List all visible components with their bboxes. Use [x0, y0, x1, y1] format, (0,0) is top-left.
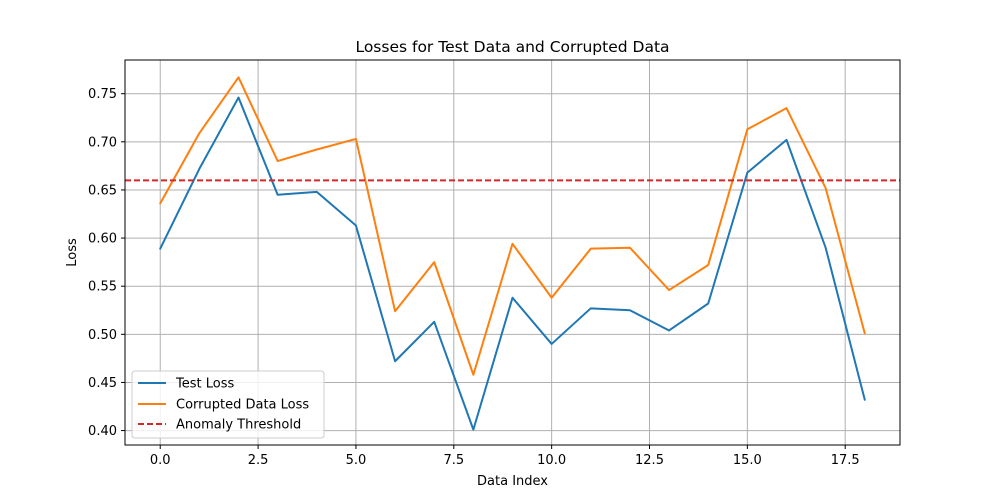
series-line-test-loss [159, 96, 866, 431]
series-line-corrupted-data-loss [159, 76, 866, 376]
y-tick-label: 0.40 [88, 424, 117, 439]
chart-title: Losses for Test Data and Corrupted Data [355, 38, 669, 56]
legend-label-corrupted-data-loss: Corrupted Data Loss [176, 398, 309, 413]
x-tick-label: 15.0 [733, 453, 762, 468]
legend-label-anomaly-threshold: Anomaly Threshold [176, 418, 301, 433]
y-tick-label: 0.65 [88, 183, 117, 198]
series-lines [125, 76, 900, 431]
y-tick-label: 0.55 [88, 280, 117, 295]
y-tick-label: 0.75 [88, 87, 117, 102]
y-tick-label: 0.60 [88, 232, 117, 247]
legend-label-test-loss: Test Loss [175, 377, 234, 392]
legend-box [131, 370, 325, 439]
y-tick-label: 0.50 [88, 328, 117, 343]
x-tick-label: 12.5 [635, 453, 664, 468]
x-tick-label: 5.0 [346, 453, 367, 468]
x-tick-label: 7.5 [443, 453, 464, 468]
legend: Test Loss Corrupted Data Loss Anomaly Th… [131, 370, 325, 439]
y-tick-label: 0.45 [88, 376, 117, 391]
plot-frame [124, 59, 901, 446]
y-axis-label: Loss [65, 238, 80, 267]
x-axis-label: Data Index [477, 474, 548, 489]
x-tick-label: 17.5 [831, 453, 860, 468]
y-tick-label: 0.70 [88, 135, 117, 150]
x-tick-label: 2.5 [248, 453, 269, 468]
grid-lines [125, 60, 900, 445]
x-tick-label: 10.0 [537, 453, 566, 468]
axis-ticks: 0.0 2.5 5.0 7.5 10.0 12.5 15.0 17.5 0.40 0.45 0.50… [88, 87, 860, 468]
x-tick-label: 0.0 [150, 453, 171, 468]
